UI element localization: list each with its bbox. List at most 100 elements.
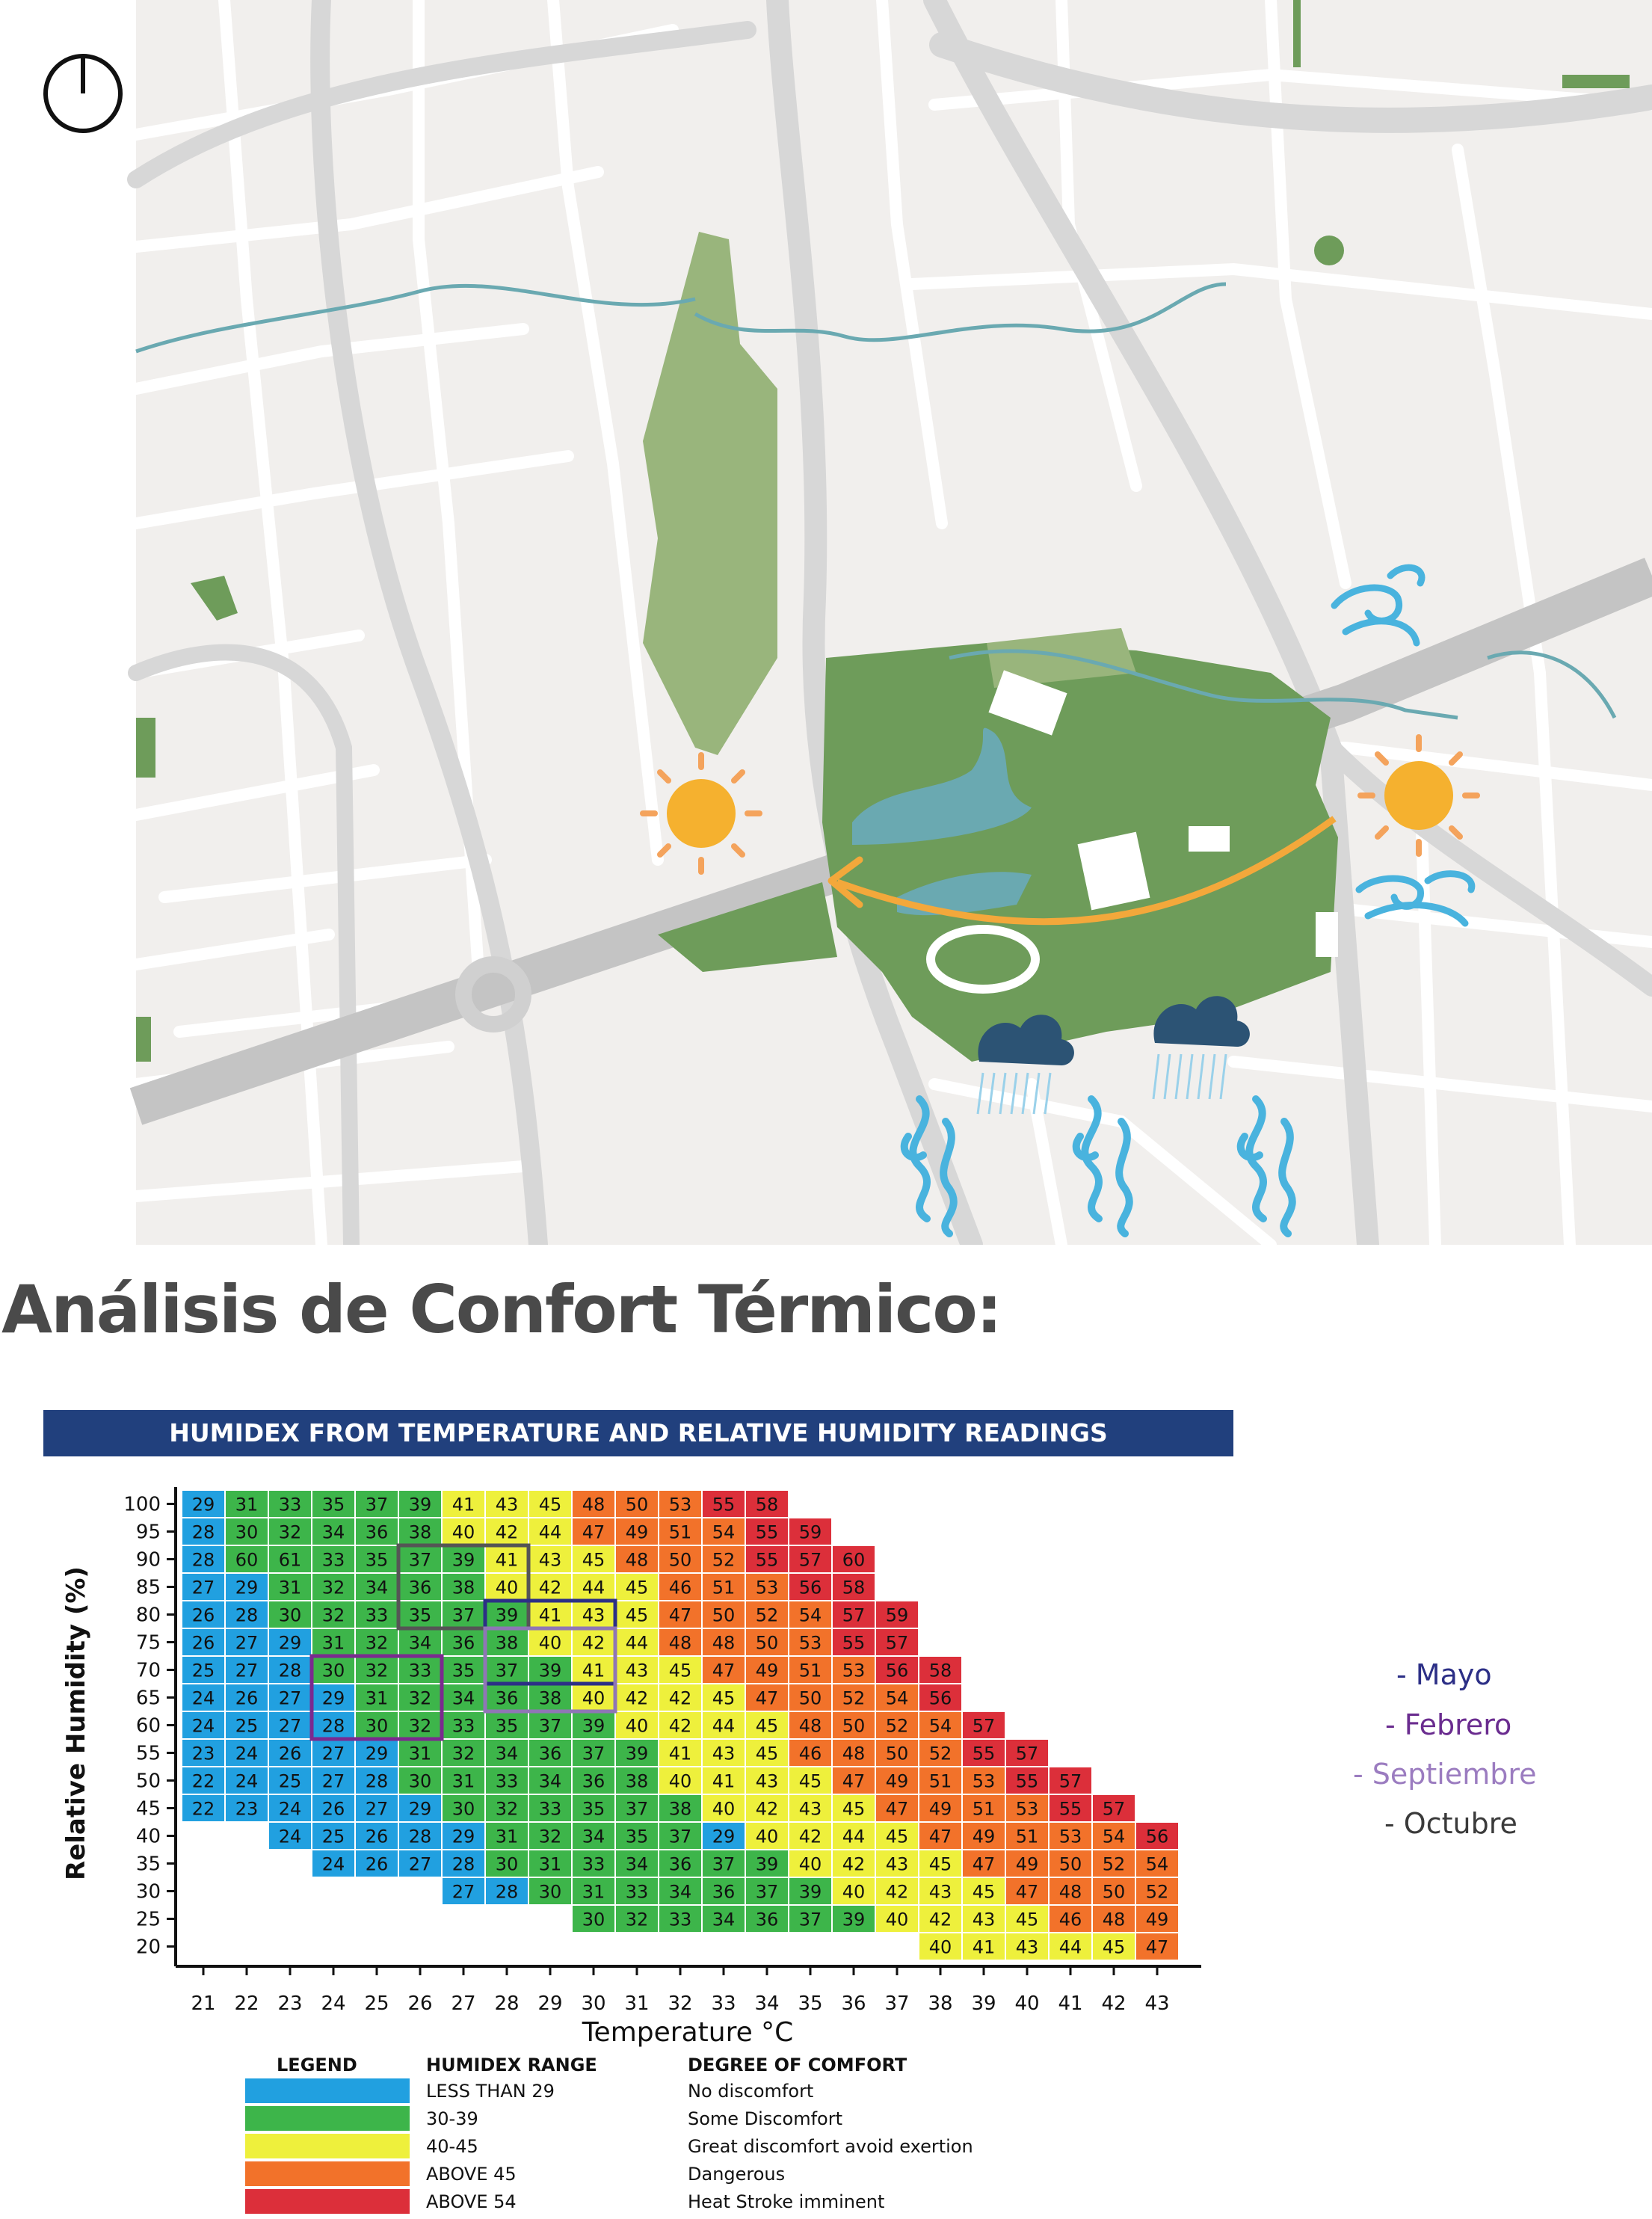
cell-value: 26 — [235, 1688, 259, 1709]
cell-value: 54 — [799, 1605, 822, 1626]
site-map — [43, 0, 1652, 1245]
heatmap-cell — [181, 1738, 226, 1767]
cell-value: 37 — [496, 1661, 519, 1681]
cell-value: 29 — [366, 1744, 389, 1764]
cell-value: 40 — [842, 1882, 866, 1903]
cell-value: 42 — [496, 1522, 519, 1543]
heatmap-cell — [398, 1711, 443, 1740]
cell-value: 50 — [756, 1633, 779, 1654]
cell-value: 42 — [842, 1854, 866, 1875]
cell-value: 45 — [626, 1578, 649, 1598]
cell-value: 55 — [1016, 1771, 1039, 1792]
heatmap-cell — [831, 1877, 876, 1906]
cell-value: 45 — [669, 1661, 692, 1681]
cell-value: 52 — [842, 1688, 866, 1709]
cell-value: 54 — [1146, 1854, 1169, 1875]
cell-value: 44 — [539, 1522, 562, 1543]
heatmap-cell — [1135, 1932, 1180, 1961]
heatmap-cell — [658, 1655, 703, 1684]
cell-value: 42 — [929, 1909, 952, 1930]
wind-icon — [1355, 870, 1476, 927]
heatmap-cell — [224, 1794, 269, 1823]
x-tick-label: 40 — [1014, 1992, 1039, 2015]
cell-value: 56 — [929, 1688, 952, 1709]
cell-value: 30 — [366, 1716, 389, 1737]
cell-value: 33 — [626, 1882, 649, 1903]
y-tick-label: 65 — [136, 1687, 161, 1710]
heatmap-cell — [788, 1517, 833, 1546]
cell-value: 47 — [929, 1826, 952, 1847]
cell-value: 55 — [973, 1744, 996, 1764]
cell-value: 33 — [322, 1550, 345, 1571]
cell-value: 36 — [669, 1854, 692, 1875]
cell-value: 45 — [1103, 1937, 1126, 1958]
cell-value: 45 — [756, 1744, 779, 1764]
heatmap-cell — [614, 1794, 659, 1823]
heatmap-cell — [398, 1766, 443, 1795]
cell-value: 45 — [582, 1550, 605, 1571]
x-tick-label: 41 — [1058, 1992, 1082, 2015]
cell-value: 37 — [539, 1716, 562, 1737]
cell-value: 44 — [626, 1633, 649, 1654]
cell-value: 31 — [496, 1826, 519, 1847]
cell-value: 31 — [235, 1495, 259, 1515]
cell-value: 32 — [452, 1744, 475, 1764]
heatmap-cell — [398, 1821, 443, 1850]
heatmap-cell — [1135, 1821, 1180, 1850]
chart-title-bar — [43, 1410, 1233, 1456]
cell-value: 24 — [279, 1799, 302, 1820]
cell-value: 51 — [799, 1661, 822, 1681]
heatmap-cell — [398, 1683, 443, 1712]
cell-value: 49 — [756, 1661, 779, 1681]
cell-value: 58 — [842, 1578, 866, 1598]
heatmap-cell — [701, 1821, 746, 1850]
cell-value: 45 — [973, 1882, 996, 1903]
cell-value: 51 — [669, 1522, 692, 1543]
heatmap-cell — [701, 1655, 746, 1684]
cell-value: 47 — [756, 1688, 779, 1709]
legend-swatch — [245, 2134, 410, 2158]
cell-value: 33 — [452, 1716, 475, 1737]
cell-value: 56 — [1146, 1826, 1169, 1847]
cell-value: 43 — [756, 1771, 779, 1792]
cell-value: 44 — [582, 1578, 605, 1598]
cell-value: 31 — [322, 1633, 345, 1654]
cell-value: 30 — [322, 1661, 345, 1681]
cell-value: 54 — [886, 1688, 909, 1709]
cell-value: 31 — [366, 1688, 389, 1709]
x-tick-label: 33 — [711, 1992, 736, 2015]
cell-value: 35 — [409, 1605, 432, 1626]
cell-value: 48 — [582, 1495, 605, 1515]
cell-value: 43 — [973, 1909, 996, 1930]
heatmap-cell — [961, 1766, 1006, 1795]
heatmap-cell — [918, 1821, 963, 1850]
cell-value: 48 — [799, 1716, 822, 1737]
heatmap-cell — [831, 1738, 876, 1767]
cell-value: 35 — [626, 1826, 649, 1847]
cell-value: 29 — [712, 1826, 736, 1847]
cell-value: 30 — [582, 1909, 605, 1930]
sun-icon — [1357, 734, 1480, 857]
cell-value: 49 — [626, 1522, 649, 1543]
cell-value: 48 — [842, 1744, 866, 1764]
heatmap-cell — [528, 1655, 573, 1684]
heatmap-cell — [484, 1877, 529, 1906]
heatmap-cell — [831, 1545, 876, 1574]
cell-value: 50 — [1103, 1882, 1126, 1903]
cell-value: 38 — [669, 1799, 692, 1820]
heatmap-cell — [311, 1849, 356, 1878]
cell-value: 30 — [235, 1522, 259, 1543]
heatmap-cell — [181, 1766, 226, 1795]
cell-value: 41 — [539, 1605, 562, 1626]
heatmap-cell — [571, 1738, 616, 1767]
cell-value: 34 — [539, 1771, 562, 1792]
heatmap-cell — [745, 1628, 789, 1657]
x-tick-label: 32 — [668, 1992, 692, 2015]
heatmap-cell — [268, 1821, 312, 1850]
cell-value: 39 — [842, 1909, 866, 1930]
cell-value: 48 — [669, 1633, 692, 1654]
cell-value: 37 — [452, 1605, 475, 1626]
cell-value: 57 — [842, 1605, 866, 1626]
heatmap-cell — [658, 1628, 703, 1657]
cell-value: 59 — [799, 1522, 822, 1543]
